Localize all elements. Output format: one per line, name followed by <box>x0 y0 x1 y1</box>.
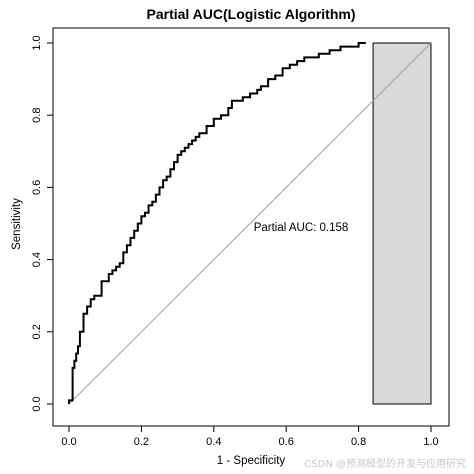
y-axis-label: Sensitivity <box>11 198 23 250</box>
watermark: CSDN @预测模型的开发与应用研究 <box>304 459 466 470</box>
partial-auc-annotation: Partial AUC: 0.158 <box>254 222 349 234</box>
y-axis: 0.0 0.2 0.4 0.6 0.8 1.0 <box>31 35 54 412</box>
reference-diagonal <box>68 42 432 405</box>
partial-auc-region <box>372 42 432 405</box>
x-tick-label: 0.2 <box>134 436 149 448</box>
y-tick-label: 0.4 <box>31 252 43 267</box>
x-axis-label: 1 - Specificity <box>217 455 286 467</box>
x-tick-label: 0.4 <box>206 436 221 448</box>
x-tick-label: 1.0 <box>423 436 438 448</box>
partial-auc-bound <box>372 42 432 405</box>
y-tick-label: 0.8 <box>31 108 43 123</box>
y-tick-label: 1.0 <box>31 35 43 50</box>
roc-curve <box>68 42 366 404</box>
y-tick-label: 0.6 <box>31 180 43 195</box>
y-tick-label: 0.0 <box>31 396 43 411</box>
x-tick-label: 0.0 <box>61 436 76 448</box>
x-tick-label: 0.6 <box>279 436 294 448</box>
x-tick-label: 0.8 <box>351 436 366 448</box>
x-axis: 0.0 0.2 0.4 0.6 0.8 1.0 <box>61 425 439 448</box>
y-tick-label: 0.2 <box>31 324 43 339</box>
chart-title: Partial AUC(Logistic Algorithm) <box>147 6 356 22</box>
